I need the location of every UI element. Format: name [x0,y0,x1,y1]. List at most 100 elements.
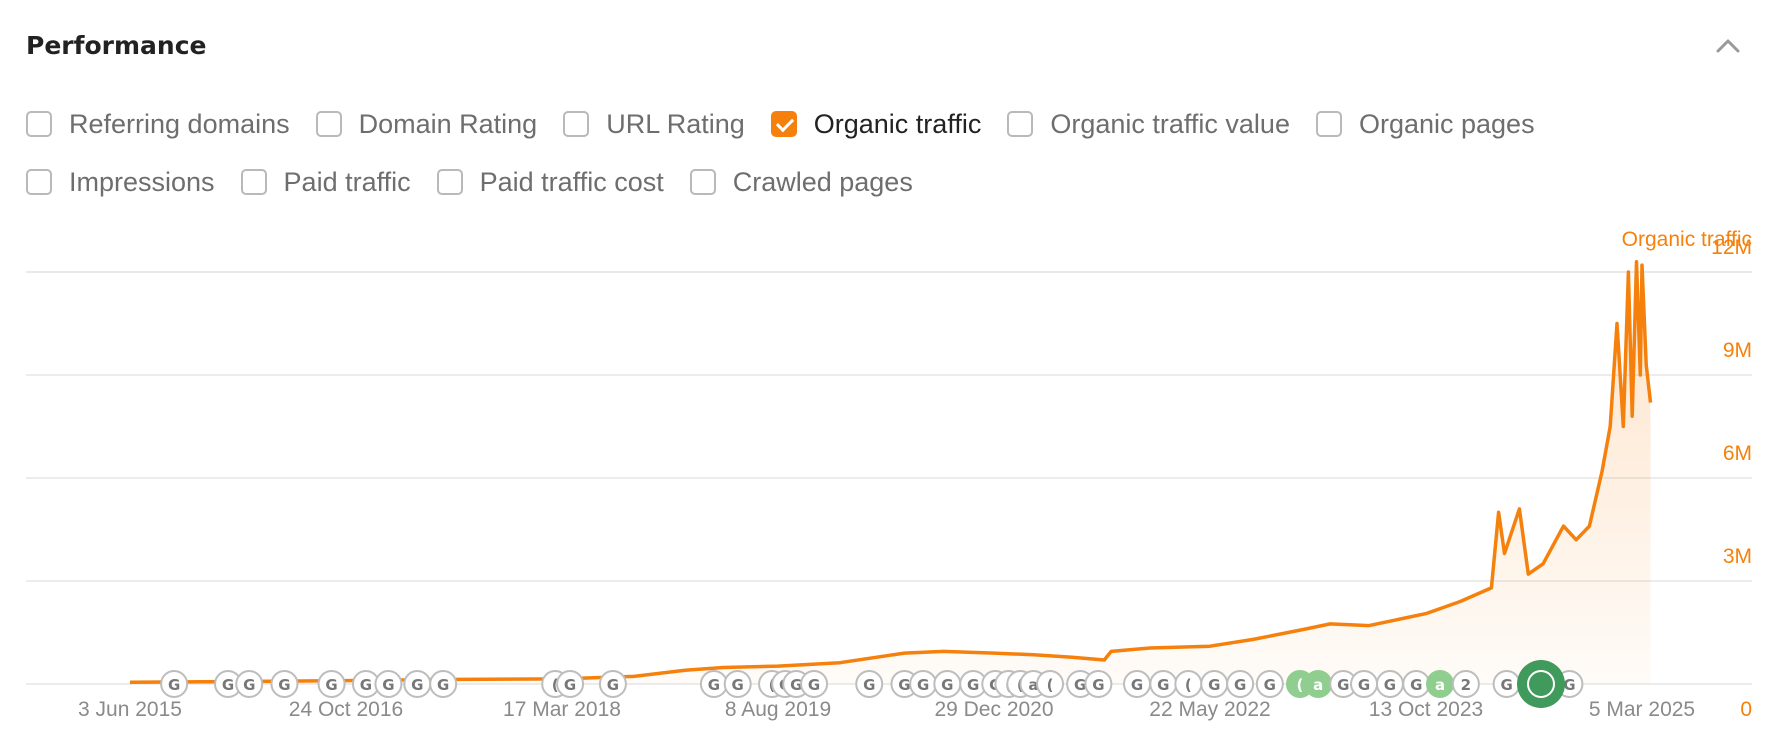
marker-label: G [278,676,290,694]
marker-label: G [708,676,720,694]
annotation-marker[interactable]: G [351,670,380,698]
marker-circle [1036,670,1065,698]
marker-circle [723,670,752,698]
annotation-marker[interactable]: G [1226,670,1255,698]
marker-label: G [1358,676,1370,694]
marker-label: G [1092,676,1104,694]
annotation-marker[interactable]: 2 [1451,670,1480,698]
organic-traffic-line[interactable] [129,259,1653,685]
marker-circle [160,670,189,698]
checkbox[interactable] [315,111,342,137]
annotation-marker[interactable]: G [235,670,264,698]
marker-label: G [1157,676,1169,694]
marker-label: G [222,676,234,694]
annotation-marker[interactable]: G [1402,670,1431,698]
organic-traffic-area [130,261,1651,684]
annotation-marker[interactable]: ( [1036,670,1065,698]
marker-label: G [967,676,979,694]
annotation-marker[interactable]: G [1255,670,1284,698]
filter-crawled-pages[interactable]: Crawled pages [689,167,913,198]
marker-circle [374,670,403,698]
checkbox[interactable] [26,169,52,195]
annotation-marker-highlight[interactable] [1517,660,1566,708]
annotation-marker[interactable]: G [403,670,432,698]
checkbox[interactable] [563,111,590,137]
annotation-marker[interactable]: G [909,670,938,698]
filter-impressions[interactable]: Impressions [26,167,215,198]
x-tick-label: 5 Mar 2025 [1589,698,1695,721]
annotation-marker[interactable]: G [598,670,627,698]
filter-url-rating[interactable]: URL Rating [563,109,745,140]
filter-organic-traffic-value[interactable]: Organic traffic value [1007,109,1290,140]
filter-label: Paid traffic [283,166,411,197]
checkbox-checked[interactable] [770,111,797,137]
metric-filters: Referring domains Domain Rating URL Rati… [26,95,1726,211]
annotation-marker[interactable]: G [1149,670,1178,698]
y-tick-label: 6M [1723,442,1752,465]
checkbox[interactable] [1315,111,1342,137]
checkbox[interactable] [240,169,267,195]
filter-organic-pages[interactable]: Organic pages [1315,109,1535,140]
annotation-marker[interactable]: G [270,670,299,698]
annotation-marker[interactable]: G [1350,670,1379,698]
filter-paid-traffic[interactable]: Paid traffic [240,166,411,198]
annotation-marker[interactable]: G [317,670,346,698]
marker-label: G [564,676,576,694]
checkbox[interactable] [1007,111,1034,137]
annotation-marker[interactable]: G [556,670,585,698]
annotation-marker[interactable]: G [1084,670,1113,698]
filter-label: Paid traffic cost [479,166,664,197]
marker-label: G [1500,676,1512,694]
annotation-marker[interactable]: G [723,670,752,698]
annotation-marker[interactable]: G [933,670,962,698]
annotation-marker[interactable]: G [429,670,458,698]
checkbox[interactable] [26,111,52,137]
annotation-marker[interactable]: G [1375,670,1404,698]
marker-circle [1451,670,1480,698]
marker-label: a [1313,676,1323,694]
checkbox[interactable] [436,169,463,195]
annotation-marker[interactable]: G [1200,670,1229,698]
annotation-marker[interactable]: ( [1174,670,1203,698]
chevron-up-icon[interactable] [1714,32,1742,60]
marker-label: a [1028,676,1038,694]
marker-label: G [607,676,619,694]
checkbox[interactable] [689,169,716,195]
marker-ring [1527,670,1556,698]
y-tick-label: 9M [1723,339,1752,362]
annotation-marker[interactable]: G [214,670,243,698]
marker-label: G [411,676,423,694]
annotation-marker[interactable]: G [855,670,884,698]
annotation-marker[interactable]: G [1492,670,1521,698]
annotation-marker[interactable]: G [374,670,403,698]
marker-label: a [1435,676,1445,694]
y-tick-label: 0 [1740,698,1752,721]
filter-organic-traffic[interactable]: Organic traffic [770,109,981,140]
marker-circle [1226,670,1255,698]
page-title: Performance [26,31,207,60]
marker-label: 2 [1461,676,1471,694]
panel-header: Performance [26,26,1750,66]
marker-label: G [941,676,953,694]
marker-label: G [1410,676,1422,694]
x-tick-label: 8 Aug 2019 [725,698,831,721]
annotation-marker[interactable]: G [160,670,189,698]
annotation-marker[interactable]: a [1426,670,1455,698]
marker-circle [598,670,627,698]
x-tick-label: 3 Jun 2015 [78,698,182,721]
annotation-marker[interactable]: G [699,670,728,698]
marker-circle [270,670,299,698]
filter-domain-rating[interactable]: Domain Rating [315,109,537,140]
annotation-marker[interactable]: a [1304,670,1333,698]
annotation-marker[interactable]: G [800,670,829,698]
annotation-marker[interactable]: G [1123,670,1152,698]
filter-row-2: Impressions Paid traffic Paid traffic co… [26,153,1726,211]
y-tick-label: 12M [1711,236,1752,259]
filter-paid-traffic-cost[interactable]: Paid traffic cost [436,166,664,198]
filter-label: URL Rating [606,108,745,139]
marker-label: G [437,676,449,694]
marker-circle [855,670,884,698]
filter-referring-domains[interactable]: Referring domains [26,109,290,140]
marker-label: ( [552,676,559,694]
